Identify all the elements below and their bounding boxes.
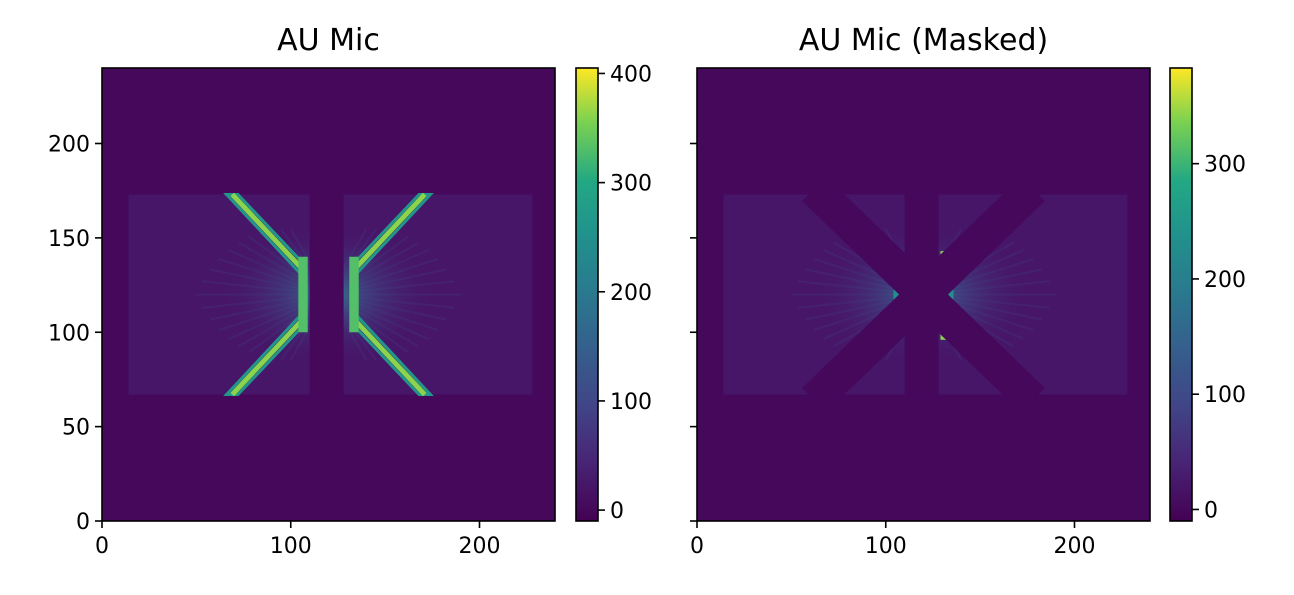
heatmap-image bbox=[102, 68, 555, 521]
y-tick-label: 150 bbox=[48, 227, 90, 252]
axes-frame bbox=[101, 67, 556, 522]
y-tick-label: 200 bbox=[48, 133, 90, 158]
x-tick-label: 0 bbox=[690, 534, 704, 559]
disk-arm-lower-right-core bbox=[349, 314, 427, 397]
inner-edge-left bbox=[298, 256, 308, 333]
axes-frame bbox=[696, 67, 1151, 522]
colorbar-tick-label: 300 bbox=[610, 172, 652, 197]
colorbar-tick-label: 200 bbox=[1204, 268, 1246, 293]
colorbar: 0 100 200 300 400 bbox=[575, 62, 652, 524]
y-tick-label: 0 bbox=[76, 510, 90, 535]
disk-arm-upper-left-core bbox=[230, 192, 308, 275]
colorbar-tick-label: 300 bbox=[1204, 153, 1246, 178]
title-au-mic-masked: AU Mic (Masked) bbox=[799, 23, 1048, 58]
colorbar-tick-label: 100 bbox=[1204, 383, 1246, 408]
colorbar-gradient bbox=[575, 67, 599, 522]
x-tick-label: 100 bbox=[270, 534, 312, 559]
central-gap bbox=[309, 194, 344, 395]
disk-arm-lower-left-core bbox=[230, 314, 308, 397]
colorbar-tick-label: 0 bbox=[1204, 498, 1218, 523]
panel-au-mic: 0 100 200 0 50 100 150 200 0 100 200 300 400 bbox=[48, 62, 652, 559]
colorbar-tick-label: 0 bbox=[610, 499, 624, 524]
colorbar: 0 100 200 300 bbox=[1169, 67, 1246, 523]
inner-edge-right bbox=[349, 256, 359, 333]
disk-arm-upper-right-core bbox=[349, 192, 427, 275]
heatmap-image bbox=[697, 68, 1150, 521]
x-tick-label: 200 bbox=[1054, 534, 1096, 559]
x-tick-label: 200 bbox=[459, 534, 501, 559]
x-tick-label: 100 bbox=[865, 534, 907, 559]
title-au-mic: AU Mic bbox=[277, 23, 380, 58]
y-tick-label: 100 bbox=[48, 321, 90, 346]
central-gap bbox=[904, 194, 939, 395]
x-tick-label: 0 bbox=[95, 534, 109, 559]
y-tick-label: 50 bbox=[62, 416, 90, 441]
colorbar-gradient bbox=[1169, 67, 1193, 522]
panel-au-mic-masked: 0 100 200 0 100 200 300 bbox=[690, 67, 1246, 559]
colorbar-tick-label: 100 bbox=[610, 390, 652, 415]
colorbar-tick-label: 200 bbox=[610, 281, 652, 306]
colorbar-tick-label: 400 bbox=[610, 62, 652, 87]
